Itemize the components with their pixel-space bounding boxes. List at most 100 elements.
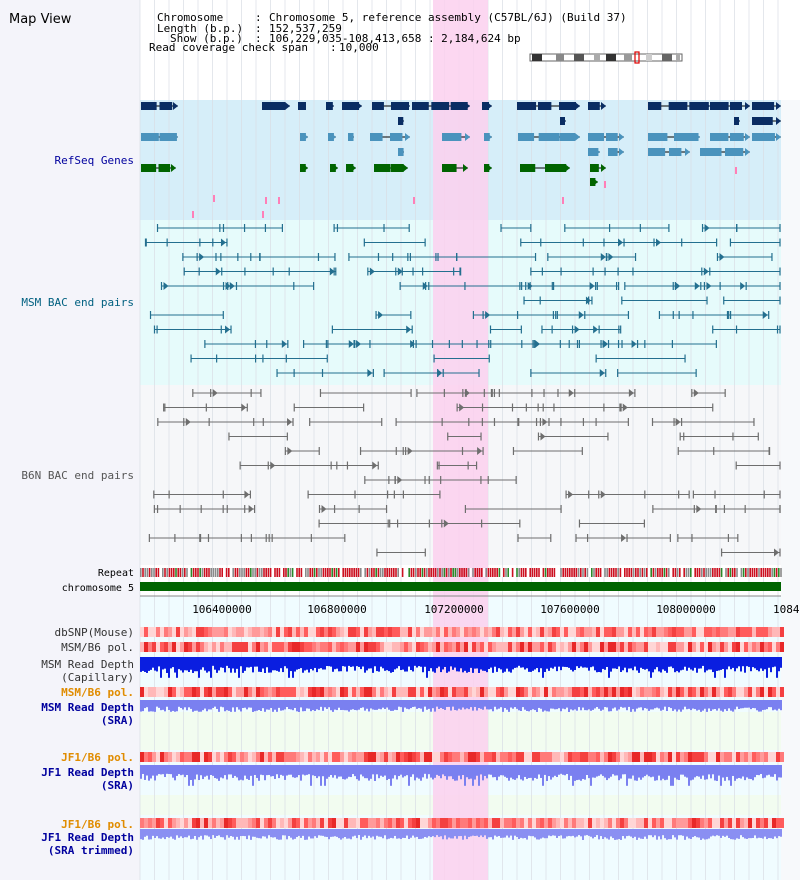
polymorphism-cell <box>424 818 428 828</box>
track-label-dbsnp[interactable]: dbSNP(Mouse) <box>55 626 134 639</box>
depth-bar <box>210 700 212 710</box>
polymorphism-cell <box>556 752 560 762</box>
track-label-msm-depth-sra[interactable]: MSM Read Depth <box>41 701 134 714</box>
depth-bar <box>158 829 160 839</box>
depth-bar <box>154 829 156 838</box>
depth-bar <box>700 765 702 779</box>
track-label-jf1-depth-sra[interactable]: JF1 Read Depth <box>41 766 134 779</box>
polymorphism-cell <box>144 687 148 697</box>
depth-bar <box>368 765 370 781</box>
gene-strand-arrow <box>776 117 781 125</box>
polymorphism-cell <box>328 687 332 697</box>
depth-bar <box>672 657 674 669</box>
depth-bar <box>670 829 672 840</box>
depth-bar <box>666 657 668 673</box>
polymorphism-cell <box>340 818 344 828</box>
highlight-region[interactable] <box>433 0 488 880</box>
polymorphism-cell <box>476 687 480 697</box>
polymorphism-cell <box>748 642 752 652</box>
refseq-genes[interactable] <box>141 102 781 218</box>
depth-bar <box>660 700 662 711</box>
depth-bar <box>536 657 538 669</box>
polymorphism-cell <box>196 642 200 652</box>
depth-bar <box>264 765 266 781</box>
depth-bar <box>624 657 626 668</box>
polymorphism-cell <box>208 752 212 762</box>
gene-strand-arrow <box>173 102 178 110</box>
polymorphism-cell <box>428 627 432 637</box>
bac-end-arrow <box>329 267 335 276</box>
depth-bar <box>146 829 148 836</box>
depth-bar <box>486 765 488 779</box>
track-label-msm-bac[interactable]: MSM BAC end pairs <box>21 296 134 309</box>
repeat-element <box>212 568 215 577</box>
depth-bar <box>332 700 334 712</box>
gene-exon <box>442 164 457 172</box>
polymorphism-cell <box>592 627 596 637</box>
chromosome-ideogram[interactable] <box>529 51 683 64</box>
polymorphism-cell <box>456 752 460 762</box>
depth-bar <box>488 765 490 775</box>
polymorphism-cell <box>444 642 448 652</box>
track-label-jf1-b6-pol[interactable]: JF1/B6 pol. <box>61 751 134 764</box>
track-label-msm-depth-capillary[interactable]: MSM Read Depth <box>41 658 134 671</box>
track-label-b6n-bac[interactable]: B6N BAC end pairs <box>21 469 134 482</box>
depth-bar <box>248 765 250 780</box>
polymorphism-cell <box>332 818 336 828</box>
polymorphism-cell <box>432 752 436 762</box>
polymorphism-cell <box>312 818 316 828</box>
repeat-element <box>760 568 762 577</box>
track-label-jf1-depth-trimmed[interactable]: JF1 Read Depth <box>41 831 134 844</box>
gene-strand-arrow <box>399 117 404 125</box>
depth-bar <box>530 829 532 837</box>
depth-bar <box>144 700 146 709</box>
repeat-element <box>296 568 298 577</box>
depth-bar <box>140 765 142 779</box>
repeat-element <box>459 568 461 577</box>
polymorphism-cell <box>712 642 716 652</box>
depth-bar <box>280 657 282 669</box>
polymorphism-cell <box>624 752 628 762</box>
depth-bar <box>724 657 726 678</box>
depth-bar <box>202 657 204 668</box>
b6n-bac-end-pairs[interactable] <box>148 389 781 557</box>
depth-bar <box>450 765 452 777</box>
polymorphism-cell <box>648 642 652 652</box>
track-label-chromosome[interactable]: chromosome 5 <box>62 583 134 594</box>
msm-bac-end-pairs[interactable] <box>144 224 781 377</box>
polymorphism-cell <box>340 627 344 637</box>
depth-bar <box>224 700 226 712</box>
polymorphism-cell <box>588 818 592 828</box>
depth-bar <box>686 765 688 778</box>
polymorphism-cell <box>768 687 772 697</box>
bac-end-arrow <box>477 447 483 455</box>
polymorphism-cell <box>428 687 432 697</box>
depth-bar <box>682 700 684 710</box>
polymorphism-cell <box>212 818 216 828</box>
polymorphism-cell <box>276 642 280 652</box>
track-label-msm-b6-pol-sra[interactable]: MSM/B6 pol. <box>61 686 134 699</box>
track-label-refseq[interactable]: RefSeq Genes <box>55 154 134 167</box>
depth-bar <box>242 700 244 709</box>
depth-bar <box>610 700 612 712</box>
polymorphism-cell <box>420 818 424 828</box>
track-label-jf1-b6-pol-trimmed[interactable]: JF1/B6 pol. <box>61 818 134 831</box>
polymorphism-cell <box>728 627 732 637</box>
depth-bar <box>426 829 428 838</box>
depth-bar <box>626 765 628 786</box>
polymorphism-cell <box>488 642 492 652</box>
depth-bar <box>266 765 268 776</box>
depth-bar <box>288 829 290 837</box>
depth-bar <box>498 700 500 709</box>
show-label: Show (b.p.) <box>170 32 243 45</box>
track-label-msm-b6-pol[interactable]: MSM/B6 pol. <box>61 641 134 654</box>
depth-bar <box>688 765 690 786</box>
depth-bar <box>482 765 484 781</box>
polymorphism-cell <box>456 627 460 637</box>
depth-bar <box>764 657 766 670</box>
polymorphism-cell <box>348 687 352 697</box>
repeat-element <box>437 568 439 577</box>
depth-bar <box>152 657 154 668</box>
track-label-repeat[interactable]: Repeat <box>98 568 134 579</box>
